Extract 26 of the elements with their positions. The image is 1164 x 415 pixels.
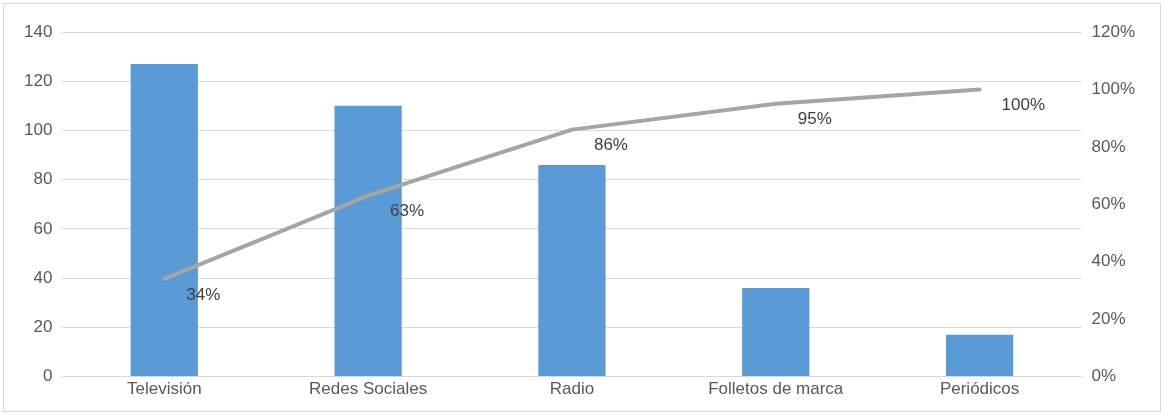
y2-tick-label: 80% bbox=[1091, 136, 1126, 156]
bar bbox=[945, 334, 1014, 377]
y2-tick-label: 40% bbox=[1091, 251, 1126, 271]
x-tick-label: Televisión bbox=[126, 379, 202, 399]
y2-tick-label: 60% bbox=[1091, 193, 1126, 213]
data-label: 86% bbox=[593, 135, 628, 155]
x-tick-label: Periódicos bbox=[939, 379, 1020, 399]
y-tick-label: 0 bbox=[42, 366, 53, 386]
y2-tick-label: 120% bbox=[1091, 21, 1135, 41]
y-tick-label: 40 bbox=[33, 267, 53, 287]
x-tick-label: Folletos de marca bbox=[708, 379, 844, 399]
bar bbox=[742, 287, 810, 377]
y-tick-label: 140 bbox=[23, 21, 53, 41]
y-tick-label: 100 bbox=[23, 120, 53, 140]
bar bbox=[538, 164, 606, 377]
y-tick-label: 60 bbox=[33, 218, 53, 238]
x-tick-label: Redes Sociales bbox=[309, 379, 428, 399]
data-label: 95% bbox=[797, 109, 832, 129]
y-tick-label: 120 bbox=[23, 70, 53, 90]
data-label: 100% bbox=[1001, 95, 1046, 115]
y-tick-label: 20 bbox=[33, 317, 53, 337]
y2-tick-label: 0% bbox=[1091, 366, 1117, 386]
y-tick-label: 80 bbox=[33, 169, 53, 189]
x-tick-label: Radio bbox=[549, 379, 595, 399]
y2-tick-label: 20% bbox=[1091, 308, 1126, 328]
y2-tick-label: 100% bbox=[1091, 79, 1135, 99]
